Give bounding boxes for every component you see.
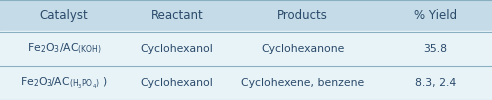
Text: 35.8: 35.8 xyxy=(424,44,447,54)
Text: Cyclohexene, benzene: Cyclohexene, benzene xyxy=(241,78,364,88)
Bar xyxy=(0,32,492,66)
Text: Cyclohexanol: Cyclohexanol xyxy=(141,78,214,88)
Text: Reactant: Reactant xyxy=(151,9,204,22)
Text: Cyclohexanol: Cyclohexanol xyxy=(141,44,214,54)
Text: Products: Products xyxy=(277,9,328,22)
Text: Fe$_2$O$_3$/AC$_{\rm(KOH)}$: Fe$_2$O$_3$/AC$_{\rm(KOH)}$ xyxy=(27,41,101,56)
Bar xyxy=(0,66,492,100)
Text: 8.3, 2.4: 8.3, 2.4 xyxy=(415,78,456,88)
Text: % Yield: % Yield xyxy=(414,9,457,22)
Text: Catalyst: Catalyst xyxy=(39,9,89,22)
Bar xyxy=(0,0,492,32)
Text: Cyclohexanone: Cyclohexanone xyxy=(261,44,344,54)
Text: Fe$_2$O$_3\!$/AC$_{\rm(H_3PO_4)}$ ): Fe$_2$O$_3\!$/AC$_{\rm(H_3PO_4)}$ ) xyxy=(20,75,108,90)
